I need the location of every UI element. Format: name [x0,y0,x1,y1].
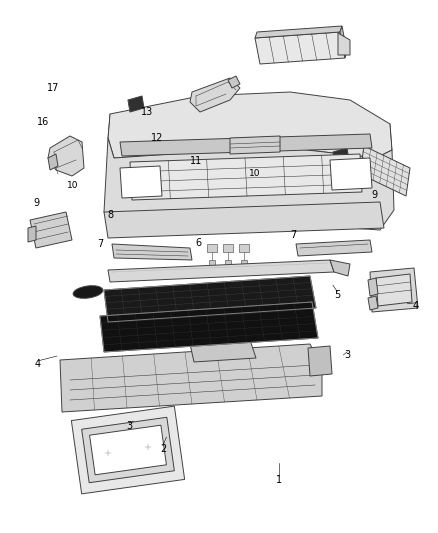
Polygon shape [368,278,378,296]
Polygon shape [376,274,412,306]
Polygon shape [223,244,233,252]
Polygon shape [241,260,247,268]
Polygon shape [71,406,185,494]
Circle shape [251,211,257,217]
Text: 1: 1 [276,475,283,484]
Circle shape [274,46,282,54]
Text: 16: 16 [37,117,49,126]
Polygon shape [368,296,378,310]
Ellipse shape [271,303,313,317]
Text: 4: 4 [35,359,41,369]
Polygon shape [255,32,345,64]
Polygon shape [370,268,418,312]
Polygon shape [120,166,162,198]
Circle shape [100,469,105,474]
Polygon shape [112,244,192,260]
Polygon shape [190,78,240,112]
Ellipse shape [73,286,103,298]
Circle shape [145,444,151,450]
Polygon shape [330,158,372,190]
Text: 10: 10 [249,169,261,177]
Polygon shape [130,154,362,200]
Polygon shape [338,33,350,55]
Circle shape [297,209,303,215]
Circle shape [326,43,334,51]
Text: 10: 10 [67,181,78,190]
Polygon shape [108,92,392,158]
Circle shape [388,286,400,298]
Text: 4: 4 [413,301,419,311]
Polygon shape [207,244,217,252]
Polygon shape [230,136,280,154]
Polygon shape [48,154,58,170]
Polygon shape [228,318,270,340]
Polygon shape [330,260,350,276]
Polygon shape [104,138,394,232]
Text: 9: 9 [34,198,40,207]
Polygon shape [225,260,231,268]
Text: 3: 3 [126,422,132,431]
Polygon shape [89,425,166,475]
Text: 7: 7 [290,230,297,239]
Polygon shape [190,340,256,362]
Polygon shape [360,146,410,196]
Polygon shape [296,240,372,256]
Polygon shape [333,148,349,164]
Circle shape [105,450,111,456]
Polygon shape [104,276,316,322]
Circle shape [151,426,156,431]
Polygon shape [100,302,318,352]
Circle shape [217,347,227,357]
Polygon shape [340,26,347,58]
Polygon shape [255,26,342,38]
Polygon shape [60,344,322,412]
Polygon shape [48,136,84,176]
Text: 3: 3 [344,350,350,360]
Text: 17: 17 [47,83,60,93]
Polygon shape [234,322,264,336]
Text: 5: 5 [334,290,340,300]
Polygon shape [228,76,240,88]
Polygon shape [209,260,215,268]
Circle shape [306,44,314,52]
Polygon shape [308,346,332,376]
Polygon shape [108,260,334,282]
Text: 13: 13 [141,107,153,117]
Polygon shape [239,244,249,252]
Text: 11: 11 [190,156,202,166]
Circle shape [95,433,100,439]
Polygon shape [120,134,372,156]
Circle shape [156,462,161,466]
Text: 2: 2 [160,444,166,454]
Polygon shape [30,212,72,248]
Text: 8: 8 [107,211,113,220]
Polygon shape [128,96,144,112]
Text: 6: 6 [195,238,201,248]
Polygon shape [104,202,384,238]
Text: 9: 9 [372,190,378,200]
Text: 12: 12 [151,133,163,142]
Text: 7: 7 [97,239,103,248]
Polygon shape [81,417,174,483]
Polygon shape [28,226,36,242]
